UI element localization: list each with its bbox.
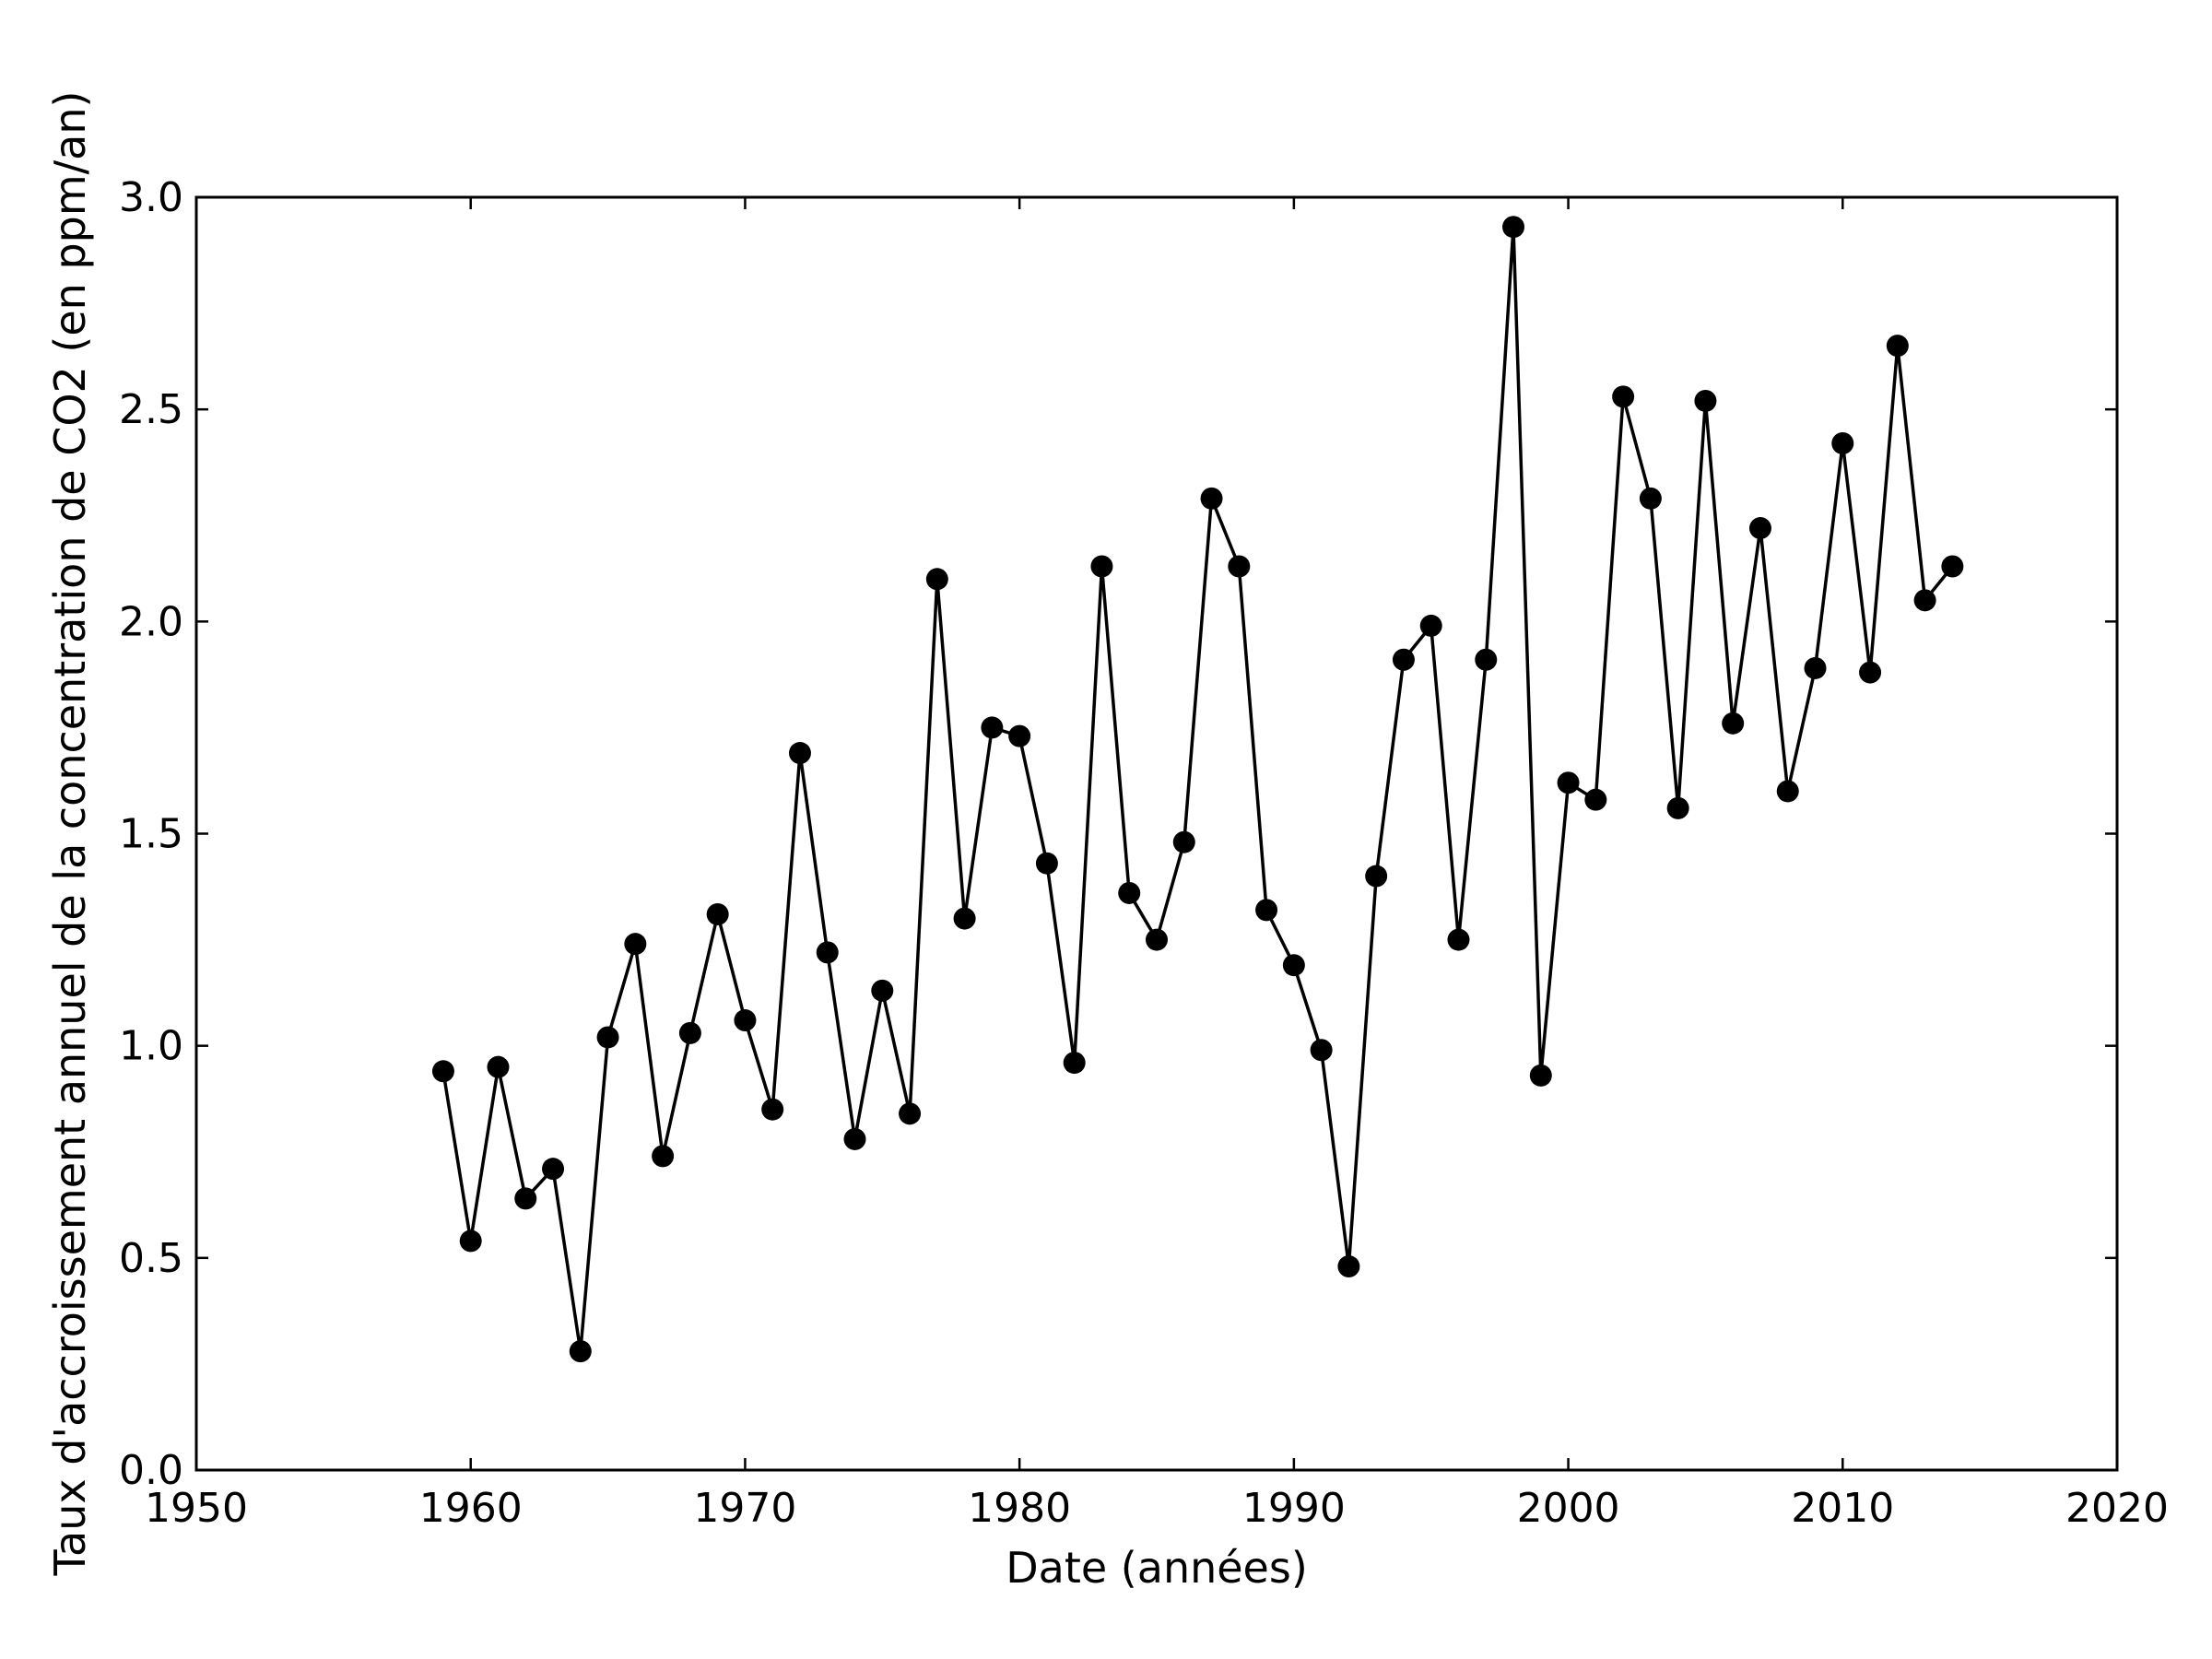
data-point: [1200, 487, 1223, 510]
y-tick-label: 2.5: [119, 386, 183, 433]
data-point: [1255, 899, 1278, 922]
data-point: [1118, 881, 1141, 904]
data-point: [652, 1145, 675, 1168]
data-point: [459, 1230, 482, 1253]
data-point: [788, 742, 811, 765]
data-point: [1831, 431, 1854, 454]
data-point: [1639, 487, 1662, 510]
data-point: [871, 979, 894, 1002]
data-point: [1146, 928, 1168, 951]
x-tick-label: 1960: [419, 1485, 523, 1532]
series-line: [441, 227, 1954, 1352]
x-tick-label: 1970: [693, 1485, 796, 1532]
data-point: [1722, 712, 1745, 735]
x-tick-label: 1990: [1242, 1485, 1346, 1532]
data-point: [953, 907, 976, 930]
data-point: [1228, 555, 1251, 578]
x-tick-label: 1950: [145, 1485, 248, 1532]
data-point: [487, 1055, 510, 1078]
data-point: [1502, 216, 1525, 239]
data-point: [1035, 852, 1058, 875]
data-point: [569, 1340, 592, 1363]
data-point: [624, 933, 647, 956]
data-point: [1804, 656, 1827, 679]
data-point: [1584, 788, 1607, 811]
data-point: [1529, 1064, 1552, 1087]
data-point: [1365, 865, 1388, 888]
data-point: [899, 1102, 922, 1125]
data-point: [843, 1127, 866, 1150]
y-tick-label: 0.0: [119, 1447, 183, 1494]
data-point: [1008, 724, 1031, 747]
data-point: [1172, 830, 1195, 853]
plot-frame: [194, 195, 2119, 1472]
data-point: [514, 1187, 537, 1210]
data-point: [542, 1158, 565, 1181]
y-tick-label: 1.0: [119, 1023, 183, 1070]
data-point: [1694, 389, 1717, 412]
data-point: [1748, 517, 1771, 540]
y-tick-label: 3.0: [119, 174, 183, 221]
data-point: [678, 1021, 701, 1044]
data-point: [706, 902, 729, 925]
data-point: [1886, 335, 1909, 358]
data-point: [1337, 1255, 1360, 1278]
data-point: [1392, 648, 1415, 671]
data-point: [596, 1026, 619, 1049]
data-point: [1557, 771, 1580, 794]
data-point: [1063, 1052, 1086, 1075]
x-tick-label: 1980: [968, 1485, 1071, 1532]
data-point: [431, 1060, 454, 1083]
y-tick-label: 0.5: [119, 1235, 183, 1282]
data-point: [925, 568, 948, 591]
data-point: [1941, 555, 1964, 578]
data-point: [1612, 385, 1635, 408]
x-tick-label: 2020: [2065, 1485, 2169, 1532]
data-point: [761, 1098, 784, 1121]
data-point: [734, 1009, 757, 1032]
data-point: [1859, 661, 1882, 684]
data-point: [1447, 928, 1470, 951]
data-point: [1419, 614, 1442, 637]
x-tick-label: 2010: [1791, 1485, 1894, 1532]
data-point: [1310, 1039, 1333, 1062]
data-point: [1913, 589, 1936, 612]
y-tick-label: 2.0: [119, 598, 183, 645]
y-tick-label: 1.5: [119, 811, 183, 858]
data-point: [981, 716, 1004, 739]
x-axis-label: Date (années): [1006, 1543, 1308, 1593]
y-axis-label: Taux d'accroissement annuel de la concen…: [45, 91, 95, 1577]
data-point: [1666, 796, 1689, 819]
data-point: [1282, 954, 1305, 977]
data-point: [1475, 648, 1498, 671]
tick-labels: 1950 1960 1970 1980 1990 2000 2010 2020 0.0 0.5 1.…: [119, 174, 2169, 1532]
data-point: [816, 941, 839, 964]
data-point: [1776, 780, 1799, 803]
series-layer: [431, 216, 1964, 1363]
x-tick-label: 2000: [1517, 1485, 1620, 1532]
data-point: [1090, 555, 1113, 578]
